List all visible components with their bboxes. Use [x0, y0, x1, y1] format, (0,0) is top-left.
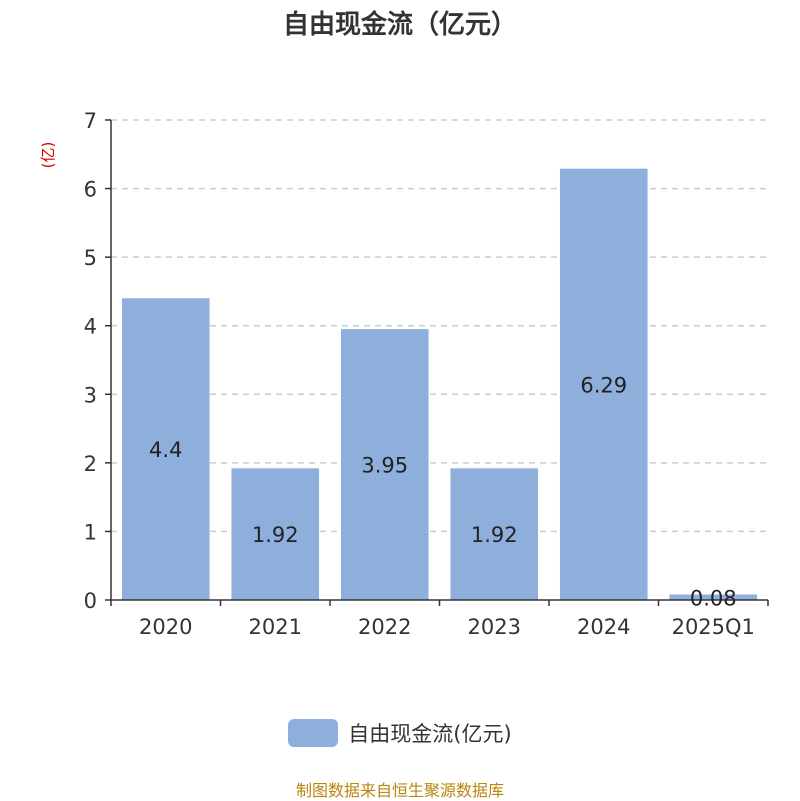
bars — [121, 168, 758, 600]
x-tick-label: 2023 — [468, 615, 521, 639]
bar — [231, 468, 320, 600]
data-label: 4.4 — [149, 438, 182, 462]
y-tick-label: 3 — [84, 383, 97, 407]
x-tick-label: 2020 — [139, 615, 192, 639]
legend-swatch — [288, 719, 339, 747]
data-label: 1.92 — [252, 523, 299, 547]
bar — [121, 298, 210, 600]
legend[interactable]: 自由现金流(亿元) — [0, 718, 800, 748]
y-tick-label: 4 — [84, 315, 97, 339]
data-labels: 4.4 1.92 3.95 1.92 6.29 0.08 — [149, 373, 737, 610]
bar — [340, 329, 429, 600]
chart-title: 自由现金流（亿元） — [282, 10, 517, 40]
grid-lines — [111, 119, 768, 533]
axes: 0 1 2 3 4 5 6 7 2020 2021 2022 2023 2024 2025Q1 — [84, 109, 769, 639]
data-label: 0.08 — [690, 586, 737, 610]
bar — [559, 168, 648, 600]
x-tick-label: 2021 — [249, 615, 302, 639]
bar — [450, 468, 539, 600]
x-tick-label: 2024 — [577, 615, 630, 639]
data-label: 6.29 — [580, 373, 627, 397]
data-label: 1.92 — [471, 523, 518, 547]
x-tick-label: 2025Q1 — [672, 615, 755, 639]
y-tick-label: 1 — [84, 520, 97, 544]
data-label: 3.95 — [361, 454, 408, 478]
y-tick-label: 0 — [84, 589, 97, 613]
legend-label: 自由现金流(亿元) — [348, 722, 512, 746]
y-tick-label: 2 — [84, 452, 97, 476]
y-tick-label: 5 — [84, 246, 97, 270]
y-tick-label: 7 — [84, 109, 97, 133]
bar — [669, 594, 758, 600]
x-tick-label: 2022 — [358, 615, 411, 639]
y-axis-label: (亿) — [39, 142, 57, 169]
y-tick-label: 6 — [84, 178, 97, 202]
source-note: 制图数据来自恒生聚源数据库 — [295, 781, 504, 800]
